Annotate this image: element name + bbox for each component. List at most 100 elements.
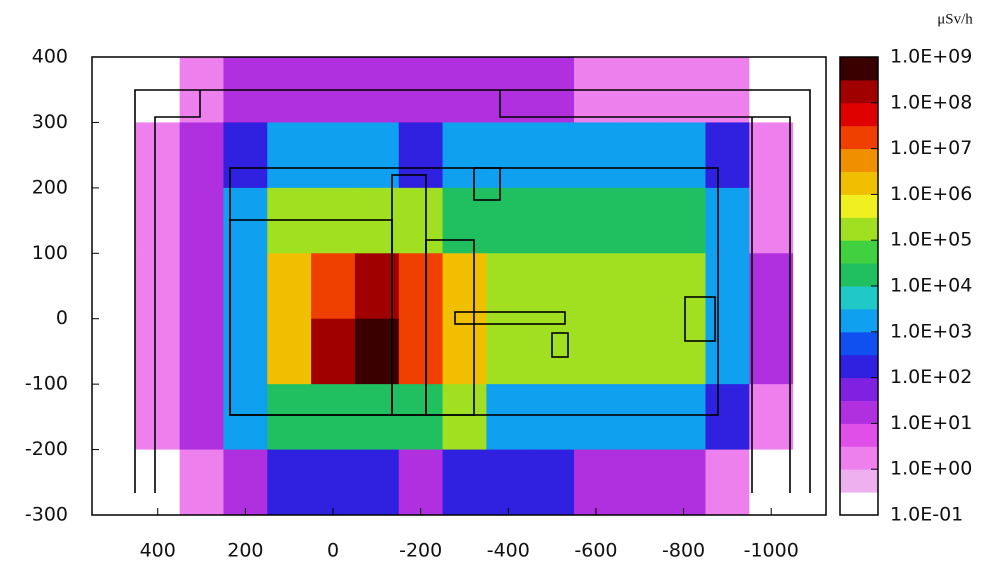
colorbar-band bbox=[840, 332, 878, 355]
dose-cell bbox=[92, 450, 136, 516]
x-tick-label: -800 bbox=[662, 540, 705, 562]
dose-cell bbox=[443, 188, 487, 254]
dose-cell bbox=[443, 122, 487, 188]
dose-cell bbox=[662, 188, 706, 254]
dose-cell bbox=[267, 253, 311, 319]
colorbar-tick-label: 1.0E+02 bbox=[890, 366, 972, 388]
dose-cell bbox=[180, 384, 224, 450]
dose-cell bbox=[399, 384, 443, 450]
dose-cell bbox=[443, 384, 487, 450]
dose-cell bbox=[136, 319, 180, 385]
dose-cell bbox=[530, 122, 574, 188]
colorbar-band bbox=[840, 423, 878, 446]
dose-cell bbox=[574, 319, 618, 385]
colorbar-tick-label: 1.0E+01 bbox=[890, 412, 972, 434]
dose-cell bbox=[705, 253, 749, 319]
dose-cell bbox=[618, 253, 662, 319]
dose-cell bbox=[311, 319, 355, 385]
dose-cell bbox=[749, 319, 793, 385]
dose-cell bbox=[530, 188, 574, 254]
x-tick-label: -600 bbox=[574, 540, 617, 562]
x-tick-label: 400 bbox=[140, 540, 176, 562]
y-tick-label: 0 bbox=[56, 307, 68, 329]
colorbar-band bbox=[840, 401, 878, 424]
colorbar-tick-label: 1.0E+09 bbox=[890, 46, 972, 68]
colorbar-band bbox=[840, 103, 878, 126]
dose-cell bbox=[92, 188, 136, 254]
dose-cell bbox=[749, 122, 793, 188]
dose-cell bbox=[180, 253, 224, 319]
dose-cell bbox=[618, 384, 662, 450]
colorbar-tick-label: 1.0E+05 bbox=[890, 229, 972, 251]
dose-cell bbox=[92, 319, 136, 385]
dose-cell bbox=[92, 122, 136, 188]
dose-cell bbox=[705, 384, 749, 450]
colorbar-band bbox=[840, 126, 878, 149]
x-tick-label: -400 bbox=[487, 540, 530, 562]
dose-cell bbox=[180, 122, 224, 188]
dose-cell bbox=[530, 253, 574, 319]
dose-cell bbox=[486, 122, 530, 188]
dose-cell bbox=[662, 450, 706, 516]
colorbar-band bbox=[840, 446, 878, 469]
colorbar-band bbox=[840, 194, 878, 217]
dose-cell bbox=[180, 319, 224, 385]
dose-cell bbox=[662, 253, 706, 319]
dose-cell bbox=[399, 319, 443, 385]
y-tick-label: 300 bbox=[32, 111, 68, 133]
x-tick-label: 0 bbox=[327, 540, 339, 562]
dose-cell bbox=[486, 450, 530, 516]
colorbar-band bbox=[840, 240, 878, 263]
colorbar-band bbox=[840, 57, 878, 80]
dose-cell bbox=[662, 384, 706, 450]
colorbar-tick-label: 1.0E+07 bbox=[890, 137, 972, 159]
dose-cell bbox=[618, 188, 662, 254]
x-tick-label: -1000 bbox=[744, 540, 799, 562]
dose-cell bbox=[399, 450, 443, 516]
dose-cell bbox=[793, 253, 837, 319]
dose-cell bbox=[705, 450, 749, 516]
dose-cell bbox=[705, 188, 749, 254]
dose-cell bbox=[399, 253, 443, 319]
colorbar-band bbox=[840, 217, 878, 240]
dose-cell bbox=[793, 188, 837, 254]
dose-cell bbox=[574, 450, 618, 516]
y-tick-label: 200 bbox=[32, 176, 68, 198]
colorbar-tick-label: 1.0E+00 bbox=[890, 458, 972, 480]
colorbar-tick-label: 1.0E+08 bbox=[890, 91, 972, 113]
dose-cell bbox=[662, 319, 706, 385]
x-tick-label: -200 bbox=[399, 540, 442, 562]
dose-cell bbox=[267, 450, 311, 516]
dose-cell bbox=[749, 188, 793, 254]
dose-cell bbox=[574, 188, 618, 254]
dose-cell bbox=[136, 188, 180, 254]
dose-cell bbox=[618, 319, 662, 385]
dose-cell bbox=[574, 122, 618, 188]
dose-cell bbox=[618, 450, 662, 516]
dose-cell bbox=[136, 122, 180, 188]
colorbar-band bbox=[840, 286, 878, 309]
dose-cell bbox=[223, 450, 267, 516]
dose-cell bbox=[618, 122, 662, 188]
dose-cell bbox=[443, 319, 487, 385]
dose-cell bbox=[574, 384, 618, 450]
dose-cell bbox=[793, 319, 837, 385]
colorbar-tick-label: 1.0E-01 bbox=[890, 504, 963, 526]
dose-cell bbox=[486, 188, 530, 254]
dose-cell bbox=[311, 122, 355, 188]
colorbar-tick-label: 1.0E+06 bbox=[890, 183, 972, 205]
colorbar-band bbox=[840, 149, 878, 172]
dose-cell bbox=[574, 253, 618, 319]
dose-cell bbox=[267, 319, 311, 385]
dose-cell bbox=[443, 450, 487, 516]
dose-cell bbox=[793, 450, 837, 516]
dose-cell bbox=[311, 450, 355, 516]
y-tick-label: -300 bbox=[25, 504, 68, 526]
dose-cell bbox=[92, 384, 136, 450]
chart: μSv/h 4002000-200-400-600-800-1000400300… bbox=[0, 0, 1000, 565]
dose-cell bbox=[399, 188, 443, 254]
dose-cell bbox=[180, 450, 224, 516]
x-tick-label: 200 bbox=[227, 540, 263, 562]
dose-cell bbox=[705, 319, 749, 385]
colorbar-band bbox=[840, 355, 878, 378]
